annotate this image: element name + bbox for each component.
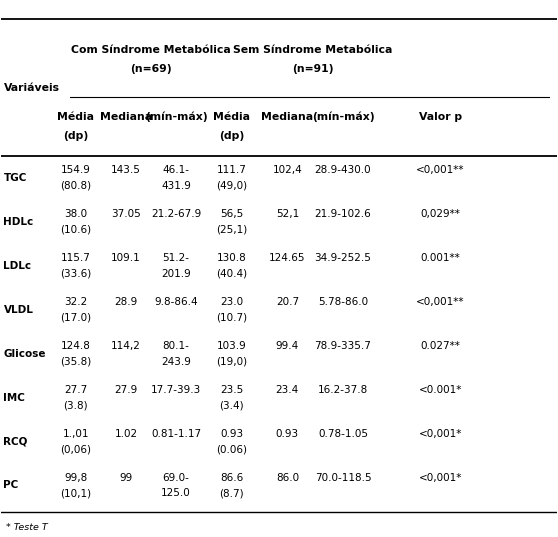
Text: 143.5: 143.5 xyxy=(111,165,141,175)
Text: <0,001**: <0,001** xyxy=(416,297,465,307)
Text: Variáveis: Variáveis xyxy=(3,83,60,93)
Text: (10,1): (10,1) xyxy=(60,488,92,498)
Text: 69.0-: 69.0- xyxy=(162,473,190,483)
Text: 51.2-: 51.2- xyxy=(162,253,190,263)
Text: 125.0: 125.0 xyxy=(161,488,191,498)
Text: 27.9: 27.9 xyxy=(114,384,138,395)
Text: 21.2-67.9: 21.2-67.9 xyxy=(151,209,201,219)
Text: 0.93: 0.93 xyxy=(276,429,299,439)
Text: 46.1-: 46.1- xyxy=(162,165,190,175)
Text: (10.7): (10.7) xyxy=(216,313,247,323)
Text: 0.81-1.17: 0.81-1.17 xyxy=(151,429,201,439)
Text: RCQ: RCQ xyxy=(3,437,28,446)
Text: 28.9-430.0: 28.9-430.0 xyxy=(315,165,371,175)
Text: <0,001*: <0,001* xyxy=(418,473,462,483)
Text: 37.05: 37.05 xyxy=(111,209,141,219)
Text: Glicose: Glicose xyxy=(3,349,46,359)
Text: 0.027**: 0.027** xyxy=(421,341,460,351)
Text: TGC: TGC xyxy=(3,173,27,183)
Text: 80.1-: 80.1- xyxy=(162,341,190,351)
Text: LDLc: LDLc xyxy=(3,261,32,271)
Text: 32.2: 32.2 xyxy=(64,297,88,307)
Text: (n=69): (n=69) xyxy=(130,64,172,74)
Text: (80.8): (80.8) xyxy=(60,181,92,191)
Text: 86.0: 86.0 xyxy=(276,473,299,483)
Text: 34.9-252.5: 34.9-252.5 xyxy=(315,253,372,263)
Text: 0.93: 0.93 xyxy=(220,429,243,439)
Text: 0.78-1.05: 0.78-1.05 xyxy=(318,429,368,439)
Text: (33.6): (33.6) xyxy=(60,268,92,279)
Text: 0,029**: 0,029** xyxy=(421,209,460,219)
Text: 114,2: 114,2 xyxy=(111,341,141,351)
Text: Sem Síndrome Metabólica: Sem Síndrome Metabólica xyxy=(233,45,392,55)
Text: 56,5: 56,5 xyxy=(220,209,243,219)
Text: 103.9: 103.9 xyxy=(217,341,247,351)
Text: <0.001*: <0.001* xyxy=(418,384,462,395)
Text: 201.9: 201.9 xyxy=(161,268,191,279)
Text: 124.65: 124.65 xyxy=(269,253,306,263)
Text: 86.6: 86.6 xyxy=(220,473,243,483)
Text: 1.02: 1.02 xyxy=(114,429,137,439)
Text: 16.2-37.8: 16.2-37.8 xyxy=(318,384,368,395)
Text: (25,1): (25,1) xyxy=(216,225,247,235)
Text: 20.7: 20.7 xyxy=(276,297,299,307)
Text: Mediana: Mediana xyxy=(100,112,152,122)
Text: (0.06): (0.06) xyxy=(216,445,247,454)
Text: 52,1: 52,1 xyxy=(276,209,299,219)
Text: 102,4: 102,4 xyxy=(272,165,302,175)
Text: 115.7: 115.7 xyxy=(61,253,91,263)
Text: (10.6): (10.6) xyxy=(60,225,92,235)
Text: (17.0): (17.0) xyxy=(60,313,92,323)
Text: (35.8): (35.8) xyxy=(60,357,92,367)
Text: 1.,01: 1.,01 xyxy=(62,429,89,439)
Text: <0,001*: <0,001* xyxy=(418,429,462,439)
Text: Com Síndrome Metabólica: Com Síndrome Metabólica xyxy=(71,45,231,55)
Text: (3.4): (3.4) xyxy=(219,401,244,410)
Text: 130.8: 130.8 xyxy=(217,253,247,263)
Text: (19,0): (19,0) xyxy=(216,357,247,367)
Text: VLDL: VLDL xyxy=(3,304,33,315)
Text: * Teste T: * Teste T xyxy=(6,523,48,532)
Text: (dp): (dp) xyxy=(63,131,89,141)
Text: (0,06): (0,06) xyxy=(60,445,92,454)
Text: Mediana: Mediana xyxy=(261,112,314,122)
Text: <0,001**: <0,001** xyxy=(416,165,465,175)
Text: (40.4): (40.4) xyxy=(216,268,247,279)
Text: 99: 99 xyxy=(119,473,133,483)
Text: (n=91): (n=91) xyxy=(292,64,333,74)
Text: 431.9: 431.9 xyxy=(161,181,191,191)
Text: 78.9-335.7: 78.9-335.7 xyxy=(315,341,372,351)
Text: 243.9: 243.9 xyxy=(161,357,191,367)
Text: PC: PC xyxy=(3,481,19,490)
Text: 23.4: 23.4 xyxy=(276,384,299,395)
Text: 111.7: 111.7 xyxy=(217,165,247,175)
Text: (mín-máx): (mín-máx) xyxy=(312,112,374,122)
Text: 99.4: 99.4 xyxy=(276,341,299,351)
Text: 0.001**: 0.001** xyxy=(421,253,460,263)
Text: 23.5: 23.5 xyxy=(220,384,243,395)
Text: 9.8-86.4: 9.8-86.4 xyxy=(154,297,198,307)
Text: (8.7): (8.7) xyxy=(219,488,244,498)
Text: 28.9: 28.9 xyxy=(114,297,138,307)
Text: 21.9-102.6: 21.9-102.6 xyxy=(315,209,372,219)
Text: (3.8): (3.8) xyxy=(64,401,88,410)
Text: (mín-máx): (mín-máx) xyxy=(145,112,208,122)
Text: IMC: IMC xyxy=(3,393,25,403)
Text: 27.7: 27.7 xyxy=(64,384,88,395)
Text: 109.1: 109.1 xyxy=(111,253,141,263)
Text: (dp): (dp) xyxy=(219,131,244,141)
Text: Valor p: Valor p xyxy=(419,112,462,122)
Text: 5.78-86.0: 5.78-86.0 xyxy=(318,297,368,307)
Text: Média: Média xyxy=(213,112,250,122)
Text: 17.7-39.3: 17.7-39.3 xyxy=(151,384,201,395)
Text: 124.8: 124.8 xyxy=(61,341,91,351)
Text: 154.9: 154.9 xyxy=(61,165,91,175)
Text: HDLc: HDLc xyxy=(3,217,33,227)
Text: 38.0: 38.0 xyxy=(64,209,88,219)
Text: (49,0): (49,0) xyxy=(216,181,247,191)
Text: 99,8: 99,8 xyxy=(64,473,88,483)
Text: 23.0: 23.0 xyxy=(220,297,243,307)
Text: 70.0-118.5: 70.0-118.5 xyxy=(315,473,371,483)
Text: Média: Média xyxy=(57,112,94,122)
